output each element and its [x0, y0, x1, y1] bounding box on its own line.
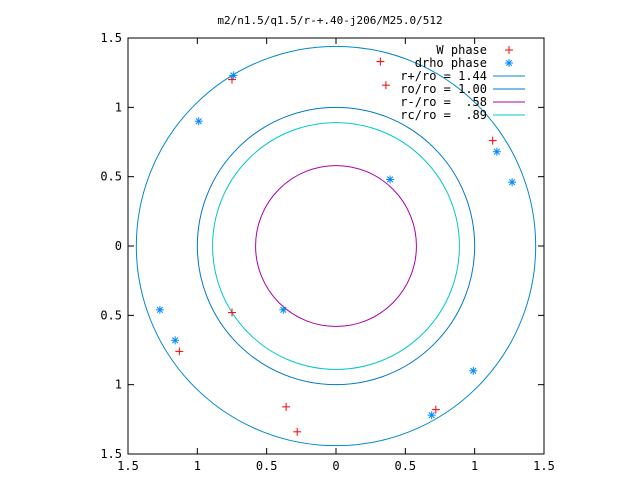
drho-phase-marker	[508, 178, 517, 187]
w-phase-marker	[381, 81, 390, 90]
data-markers	[155, 57, 517, 436]
w-phase-marker	[488, 136, 497, 145]
x-tick-label: 0.5	[256, 459, 278, 473]
drho-phase-marker	[386, 175, 395, 184]
legend-label-r-plus: r+/ro = 1.44	[400, 69, 487, 83]
w-phase-marker	[431, 405, 440, 414]
w-phase-marker	[282, 402, 291, 411]
legend-marker-w-phase	[505, 46, 513, 54]
legend-label-rc: rc/ro = .89	[400, 108, 487, 122]
drho-phase-marker	[229, 71, 238, 80]
drho-phase-marker	[427, 411, 436, 420]
drho-phase-marker	[171, 336, 180, 345]
legend-label-ro: ro/ro = 1.00	[400, 82, 487, 96]
drho-phase-marker	[492, 147, 501, 156]
x-tick-label: 1.5	[533, 459, 555, 473]
drho-phase-marker	[279, 305, 288, 314]
y-tick-label: 0.5	[100, 170, 122, 184]
legend-marker-drho-phase	[505, 59, 513, 67]
x-tick-label: 1	[194, 459, 201, 473]
reference-circle-3	[212, 122, 460, 370]
y-tick-label: 1	[115, 378, 122, 392]
y-tick-label: 0.5	[100, 308, 122, 322]
x-tick-label: 1	[471, 459, 478, 473]
y-tick-label: 1.5	[100, 31, 122, 45]
w-phase-marker	[228, 308, 236, 317]
drho-phase-marker	[194, 117, 203, 126]
drho-phase-marker	[155, 305, 164, 314]
w-phase-marker	[175, 347, 184, 356]
w-phase-marker	[293, 427, 302, 436]
legend: W phase drho phase r+/ro = 1.44 ro/ro = …	[400, 43, 525, 122]
legend-label-w-phase: W phase	[436, 43, 487, 57]
reference-circle-0	[135, 45, 537, 447]
drho-phase-marker	[469, 366, 478, 375]
y-tick-label: 0	[115, 239, 122, 253]
drho-phase-legend-glyph	[505, 59, 513, 67]
y-tick-label: 1.5	[100, 447, 122, 461]
y-tick-label: 1	[115, 100, 122, 114]
x-tick-label: 1.5	[117, 459, 139, 473]
reference-circle-1	[196, 106, 476, 386]
reference-circle-2	[255, 165, 417, 327]
x-tick-label: 0.5	[394, 459, 416, 473]
legend-label-drho-phase: drho phase	[415, 56, 487, 70]
w-phase-marker	[376, 57, 385, 66]
reference-circles	[135, 45, 537, 447]
x-axis-ticks: 1.5 1 0.5 0 0.5 1 1.5	[117, 38, 555, 473]
chart-title: m2/n1.5/q1.5/r-+.40-j206/M25.0/512	[217, 14, 442, 27]
x-tick-label: 0	[332, 459, 339, 473]
y-axis-ticks: 1.5 1 0.5 0 0.5 1 1.5	[100, 31, 544, 461]
w-phase-legend-glyph	[505, 46, 513, 54]
legend-label-r-minus: r-/ro = .58	[400, 95, 487, 109]
